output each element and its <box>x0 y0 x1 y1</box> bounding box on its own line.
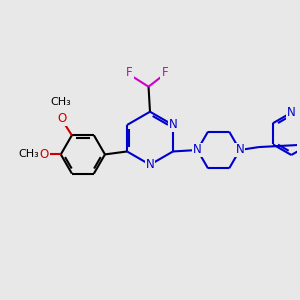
Text: N: N <box>287 106 296 119</box>
Text: F: F <box>161 66 168 80</box>
Text: O: O <box>39 148 49 161</box>
Text: F: F <box>126 66 133 80</box>
Text: N: N <box>193 143 202 157</box>
Text: O: O <box>57 112 66 125</box>
Text: N: N <box>236 143 244 157</box>
Text: N: N <box>169 118 177 131</box>
Text: CH₃: CH₃ <box>51 97 72 107</box>
Text: N: N <box>146 158 154 171</box>
Text: CH₃: CH₃ <box>18 149 39 159</box>
